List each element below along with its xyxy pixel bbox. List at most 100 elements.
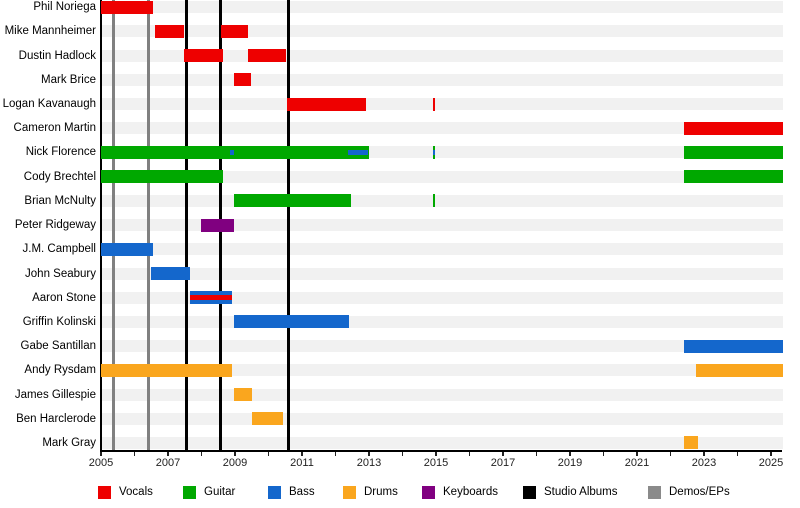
- member-label: James Gillespie: [14, 388, 96, 401]
- timeline-bar: [432, 97, 436, 111]
- x-axis-tick: [100, 451, 102, 456]
- x-axis-tick-label: 2007: [155, 457, 181, 469]
- legend-label: Drums: [364, 486, 398, 498]
- x-axis-tick: [636, 451, 638, 456]
- row-stripe: [101, 412, 783, 425]
- timeline-bar: [101, 145, 369, 159]
- timeline-bar: [683, 121, 783, 135]
- timeline-bar-secondary-role: [432, 149, 436, 155]
- timeline-bar-secondary-role: [348, 149, 368, 155]
- x-axis-tick-label: 2015: [423, 457, 449, 469]
- legend-swatch-guitar: [183, 486, 196, 499]
- row-stripe: [101, 170, 783, 183]
- timeline-bar: [184, 49, 224, 63]
- x-axis-tick-label: 2005: [88, 457, 114, 469]
- x-axis-tick: [770, 451, 772, 456]
- member-label: Phil Noriega: [33, 1, 96, 14]
- timeline-bar-secondary-role: [190, 295, 232, 301]
- legend-swatch-albums: [523, 486, 536, 499]
- x-axis-tick: [703, 451, 705, 456]
- x-axis-tick: [602, 451, 605, 456]
- x-axis-tick: [167, 451, 169, 456]
- legend-swatch-keyboards: [422, 486, 435, 499]
- timeline-bar: [248, 49, 286, 63]
- x-axis-tick-label: 2017: [490, 457, 516, 469]
- timeline-bar: [233, 388, 252, 402]
- legend-label: Guitar: [204, 486, 236, 498]
- timeline-bar: [683, 436, 698, 450]
- row-stripe: [101, 291, 783, 304]
- row-stripe: [101, 388, 783, 401]
- legend-swatch-drums: [343, 486, 356, 499]
- timeline-bar: [101, 0, 153, 14]
- studio-album-line: [287, 0, 291, 450]
- row-stripe: [101, 364, 783, 377]
- row-stripe: [101, 73, 783, 86]
- row-stripe: [101, 98, 783, 111]
- x-axis-tick: [133, 451, 136, 456]
- member-label: John Seabury: [25, 267, 96, 280]
- timeline-bar-secondary-role: [229, 149, 235, 155]
- member-label: Brian McNulty: [24, 194, 96, 207]
- row-stripe: [101, 194, 783, 207]
- legend-label: Bass: [289, 486, 315, 498]
- member-label: Mark Gray: [42, 436, 96, 449]
- member-label: Dustin Hadlock: [18, 49, 96, 62]
- x-axis-tick-label: 2023: [691, 457, 717, 469]
- x-axis-tick: [200, 451, 203, 456]
- row-stripe: [101, 25, 783, 38]
- timeline-bar: [432, 194, 436, 208]
- x-axis-tick-label: 2021: [624, 457, 650, 469]
- row-stripe: [101, 219, 783, 232]
- timeline-bar: [101, 170, 224, 184]
- member-label: Logan Kavanaugh: [2, 98, 96, 111]
- x-axis-tick: [267, 451, 270, 456]
- member-label: Mark Brice: [41, 73, 96, 86]
- x-axis-tick-label: 2019: [557, 457, 583, 469]
- timeline-bar: [287, 97, 366, 111]
- x-axis-tick: [301, 451, 303, 456]
- x-axis-tick: [502, 451, 504, 456]
- x-axis-tick: [234, 451, 236, 456]
- legend-swatch-vocals: [98, 486, 111, 499]
- studio-album-line: [185, 0, 189, 450]
- row-stripe: [101, 340, 783, 353]
- demo-ep-line: [111, 0, 115, 450]
- member-label: Nick Florence: [25, 146, 96, 159]
- legend-label: Vocals: [119, 486, 153, 498]
- x-axis-tick: [569, 451, 571, 456]
- row-stripe: [101, 436, 783, 449]
- x-axis-baseline: [99, 450, 783, 452]
- member-label: Ben Harclerode: [16, 412, 96, 425]
- row-stripe: [101, 267, 783, 280]
- timeline-bar: [233, 315, 349, 329]
- x-axis-tick: [535, 451, 538, 456]
- row-stripe: [101, 122, 783, 135]
- x-axis-tick-label: 2009: [222, 457, 248, 469]
- legend-label: Studio Albums: [544, 486, 618, 498]
- member-label: Cody Brechtel: [23, 170, 96, 183]
- x-axis-tick-label: 2011: [290, 457, 314, 469]
- x-axis-tick: [468, 451, 471, 456]
- x-axis-tick: [435, 451, 437, 456]
- member-label: Aaron Stone: [32, 291, 96, 304]
- member-label: Cameron Martin: [13, 122, 96, 135]
- x-axis-tick: [368, 451, 370, 456]
- timeline-bar: [233, 194, 351, 208]
- timeline-bar: [233, 73, 252, 87]
- x-axis-tick-label: 2025: [758, 457, 784, 469]
- timeline-bar: [200, 218, 234, 232]
- x-axis-tick: [401, 451, 404, 456]
- timeline-bar: [683, 170, 783, 184]
- legend-label: Demos/EPs: [669, 486, 730, 498]
- timeline-bar: [695, 363, 783, 377]
- row-stripe: [101, 1, 783, 14]
- timeline-bar: [683, 145, 783, 159]
- member-label: Gabe Santillan: [20, 340, 96, 353]
- member-label: Peter Ridgeway: [14, 219, 96, 232]
- row-stripe: [101, 315, 783, 328]
- timeline-bar: [101, 363, 232, 377]
- demo-ep-line: [147, 0, 151, 450]
- legend-label: Keyboards: [443, 486, 498, 498]
